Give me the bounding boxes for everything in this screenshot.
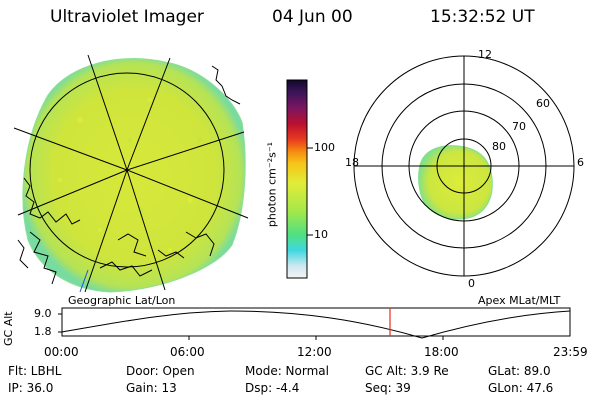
polar-lat-80: 80 [492, 140, 506, 153]
polar-mlt-0: 0 [468, 277, 475, 290]
instrument-title: Ultraviolet Imager [50, 7, 204, 27]
observation-time: 15:32:52 UT [430, 7, 535, 27]
colorbar-tick-10: 10 [314, 228, 328, 241]
polar-plot [353, 55, 575, 277]
altplot-xtick: 00:00 [44, 345, 79, 359]
colorbar [286, 79, 313, 279]
polar-mlt-18: 18 [345, 156, 359, 169]
gain-readout: Gain: 13 [126, 381, 177, 395]
altplot-ytick-bottom: 1.8 [34, 325, 52, 338]
altplot-xtick: 12:00 [297, 345, 332, 359]
observation-date: 04 Jun 00 [272, 7, 353, 27]
filter-readout: Flt: LBHL [8, 364, 62, 378]
globe-image [13, 54, 249, 293]
door-readout: Door: Open [126, 364, 195, 378]
altplot-xtick: 06:00 [170, 345, 205, 359]
dsp-readout: Dsp: -4.4 [245, 381, 300, 395]
polar-caption: Apex MLat/MLT [478, 294, 561, 307]
polar-mlt-6: 6 [577, 156, 584, 169]
gc-alt-readout: GC Alt: 3.9 Re [365, 364, 449, 378]
altplot-xtick: 23:59 [553, 345, 588, 359]
polar-lat-70: 70 [512, 120, 526, 133]
mode-readout: Mode: Normal [245, 364, 329, 378]
altplot-xtick: 18:00 [424, 345, 459, 359]
altitude-plot [58, 307, 571, 340]
polar-lat-60: 60 [536, 97, 550, 110]
glon-readout: GLon: 47.6 [488, 381, 554, 395]
globe-caption: Geographic Lat/Lon [68, 294, 176, 307]
polar-mlt-12: 12 [478, 48, 492, 61]
seq-readout: Seq: 39 [365, 381, 411, 395]
ip-readout: IP: 36.0 [8, 381, 54, 395]
glat-readout: GLat: 89.0 [488, 364, 551, 378]
colorbar-tick-100: 100 [314, 141, 335, 154]
colorbar-unit-label: photon cm⁻²s⁻¹ [265, 141, 279, 228]
altplot-ytick-top: 9.0 [34, 307, 52, 320]
altplot-ylabel: GC Alt [2, 311, 15, 346]
